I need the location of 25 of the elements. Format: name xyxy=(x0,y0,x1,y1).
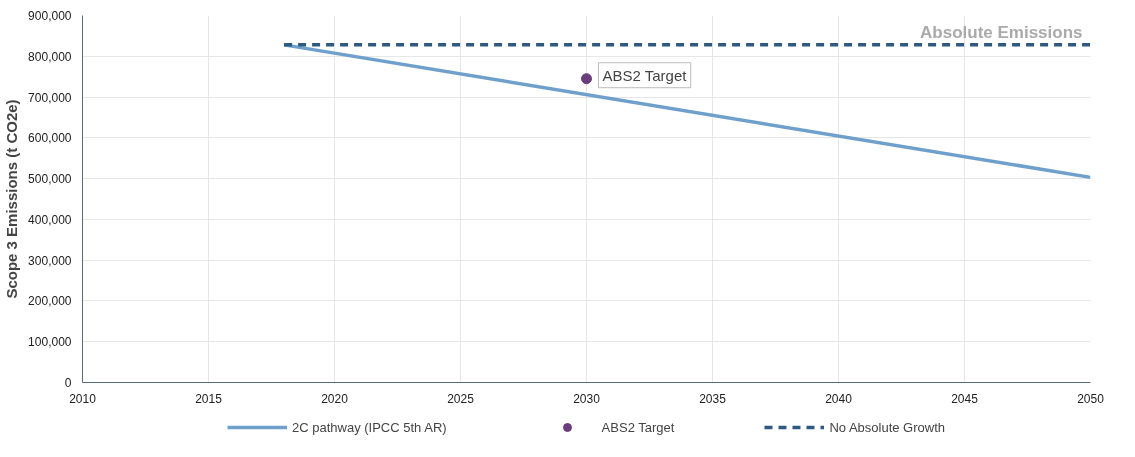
legend-label: 2C pathway (IPCC 5th AR) xyxy=(291,419,447,435)
x-tick-label: 2025 xyxy=(447,391,475,406)
y-tick-label: 200,000 xyxy=(28,294,72,309)
y-tick-label: 100,000 xyxy=(28,335,72,350)
legend-label: No Absolute Growth xyxy=(829,419,946,435)
x-tick-label: 2030 xyxy=(573,391,601,406)
y-tick-label: 900,000 xyxy=(28,9,72,23)
legend-label: ABS2 Target xyxy=(601,419,675,435)
x-tick-label: 2045 xyxy=(951,391,979,406)
y-tick-label: 0 xyxy=(64,376,72,390)
y-tick-label: 300,000 xyxy=(28,253,72,268)
y-tick-label: 700,000 xyxy=(28,90,72,105)
y-axis-title: Scope 3 Emissions (t CO2e) xyxy=(3,99,21,299)
y-tick-label: 800,000 xyxy=(28,49,72,64)
x-tick-label: 2040 xyxy=(825,391,853,406)
x-tick-label: 2050 xyxy=(1077,391,1105,406)
y-tick-label: 500,000 xyxy=(28,172,72,187)
x-tick-label: 2010 xyxy=(69,391,97,406)
x-tick-label: 2020 xyxy=(321,391,349,406)
y-tick-label: 600,000 xyxy=(28,131,72,146)
annotation: ABS2 Target xyxy=(602,66,688,84)
y-tick-label: 400,000 xyxy=(28,212,72,227)
x-tick-label: 2035 xyxy=(699,391,727,406)
annotation: Absolute Emissions xyxy=(920,22,1083,42)
x-tick-label: 2015 xyxy=(195,391,223,406)
